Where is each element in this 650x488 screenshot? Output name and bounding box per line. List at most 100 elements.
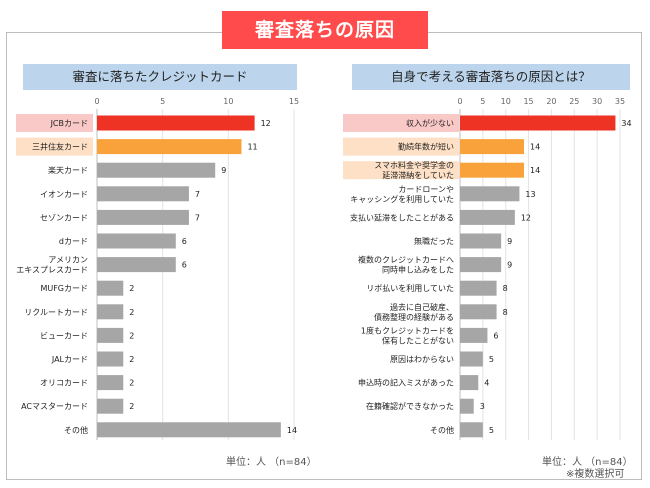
right-bar — [460, 398, 474, 414]
right-value-label: 13 — [525, 190, 535, 199]
left-bar — [97, 422, 281, 438]
left-unit-label: 単位：人 （n=84） — [226, 457, 317, 468]
left-value-label: 2 — [129, 284, 134, 293]
right-tick-label: 5 — [480, 97, 485, 106]
left-bar — [97, 186, 189, 202]
right-bar — [460, 162, 524, 178]
left-bar — [97, 375, 124, 391]
right-category-label: 在籍確認ができなかった — [366, 401, 454, 411]
right-tick-label: 0 — [457, 97, 462, 106]
left-bar — [97, 233, 176, 249]
right-category-label: 複数のクレジットカードへ同時申し込みをした — [358, 255, 454, 275]
left-category-label: その他 — [64, 425, 88, 435]
left-value-label: 7 — [195, 190, 200, 199]
right-value-label: 34 — [621, 119, 631, 128]
left-bar — [97, 304, 124, 320]
right-category-label: 原因はわからない — [390, 355, 454, 364]
right-category-label: 申込時の記入ミスがあった — [358, 378, 454, 388]
right-value-label: 14 — [530, 166, 540, 175]
right-tick-label: 15 — [523, 97, 533, 106]
right-bar — [460, 186, 520, 202]
right-bar — [460, 257, 502, 273]
right-category-label: その他 — [430, 425, 454, 435]
left-value-label: 12 — [261, 119, 271, 128]
left-category-label: アメリカンエキスプレスカード — [16, 256, 88, 275]
left-bar — [97, 115, 255, 131]
right-label-highlight — [343, 114, 459, 132]
right-bar — [460, 280, 497, 296]
right-value-label: 8 — [503, 284, 508, 293]
left-category-label: 三井住友カード — [32, 142, 88, 152]
left-chart-title: 審査に落ちたクレジットカード — [23, 64, 297, 90]
right-tick-label: 25 — [569, 97, 579, 106]
right-bar — [460, 115, 616, 131]
right-bar — [460, 209, 515, 225]
left-category-label: JCBカード — [50, 119, 88, 128]
left-value-label: 2 — [129, 308, 134, 317]
right-note: ※複数選択可 — [566, 469, 625, 480]
left-bar — [97, 257, 176, 273]
right-tick-label: 30 — [592, 97, 602, 106]
left-category-label: MUFGカード — [40, 284, 88, 293]
right-category-label: 1度もクレジットカードを保有したことがない — [361, 325, 454, 345]
right-category-label: スマホ料金や奨学金の延滞滞納をしていた — [374, 160, 454, 180]
left-tick-label: 5 — [160, 97, 165, 106]
left-bar — [97, 139, 242, 155]
left-value-label: 14 — [287, 426, 297, 435]
right-value-label: 9 — [507, 261, 512, 270]
left-value-label: 2 — [129, 331, 134, 340]
left-bar — [97, 398, 124, 414]
right-value-label: 3 — [480, 402, 485, 411]
left-category-label: リクルートカード — [24, 308, 88, 317]
right-bar — [460, 375, 479, 391]
left-value-label: 2 — [129, 355, 134, 364]
right-category-label: リボ払いを利用していた — [366, 283, 454, 293]
right-category-label: 勤続年数が短い — [398, 142, 454, 152]
left-category-label: ビューカード — [40, 331, 88, 340]
right-category-label: 無職だった — [414, 236, 454, 246]
left-value-label: 2 — [129, 402, 134, 411]
left-tick-label: 0 — [94, 97, 99, 106]
left-tick-label: 10 — [223, 97, 233, 106]
right-tick-label: 35 — [615, 97, 625, 106]
left-bar — [97, 280, 124, 296]
left-bar — [97, 327, 124, 343]
left-category-label: ACマスターカード — [21, 402, 88, 411]
main-title: 審査落ちの原因 — [222, 11, 428, 49]
right-category-label: カードローンやキャッシングを利用していた — [350, 185, 454, 204]
right-value-label: 9 — [507, 237, 512, 246]
left-label-highlight — [16, 137, 93, 156]
right-value-label: 5 — [489, 355, 494, 364]
right-value-label: 5 — [489, 426, 494, 435]
left-category-label: dカード — [59, 237, 88, 246]
left-category-label: イオンカード — [40, 190, 88, 199]
left-value-label: 6 — [182, 261, 187, 270]
right-value-label: 8 — [503, 308, 508, 317]
right-unit-label: 単位：人 （n=84） — [542, 457, 633, 468]
right-category-label: 支払い延滞をしたことがある — [350, 212, 454, 222]
right-bar — [460, 304, 497, 320]
left-category-label: 楽天カード — [48, 165, 88, 175]
right-tick-label: 10 — [501, 97, 511, 106]
right-tick-label: 20 — [546, 97, 556, 106]
right-label-highlight — [343, 161, 459, 180]
left-category-label: JALカード — [51, 355, 88, 364]
right-value-label: 6 — [493, 331, 498, 340]
right-chart-title: 自身で考える審査落ちの原因とは？ — [352, 64, 630, 90]
left-category-label: セゾンカード — [40, 213, 88, 222]
left-bar — [97, 209, 189, 225]
right-bar — [460, 422, 483, 438]
left-value-label: 7 — [195, 213, 200, 222]
right-category-label: 収入が少ない — [406, 118, 454, 128]
right-label-highlight — [343, 137, 459, 156]
left-category-label: オリコカード — [40, 379, 88, 388]
right-value-label: 14 — [530, 143, 540, 152]
right-category-label: 過去に自己破産、債務整理の経験がある — [374, 302, 454, 322]
left-bar — [97, 162, 216, 178]
left-bar — [97, 351, 124, 367]
right-value-label: 4 — [484, 379, 489, 388]
left-value-label: 2 — [129, 379, 134, 388]
left-label-highlight — [16, 114, 93, 132]
left-value-label: 6 — [182, 237, 187, 246]
right-bar — [460, 327, 488, 343]
